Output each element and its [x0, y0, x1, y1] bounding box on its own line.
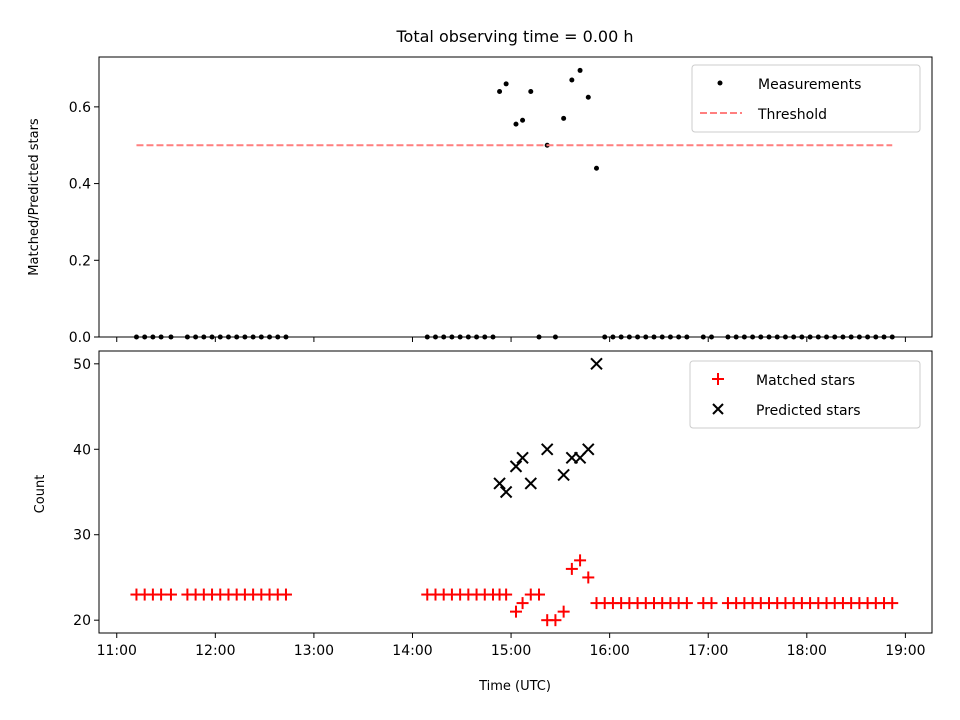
predicted-stars-point	[541, 443, 554, 456]
legend-matched-marker	[712, 373, 724, 385]
y-tick-label: 40	[73, 442, 91, 458]
x-tick-label: 17:00	[688, 643, 728, 659]
predicted-stars-point	[524, 477, 537, 490]
top-axes: 0.0 0.2 0.4 0.6 Matched/Predicted stars Mea…	[27, 56, 933, 346]
bottom-legend-box	[689, 360, 921, 429]
legend-measurements-label: Measurements	[758, 77, 861, 93]
legend-matched-label: Matched stars	[756, 373, 855, 389]
matched-stars-point	[680, 597, 693, 610]
bottom-axes: 20 30 40 50 11:00 12:00 13:00 14:00 15:00 16:00 1…	[33, 350, 933, 694]
matched-stars-point	[705, 597, 718, 610]
top-legend-box	[691, 64, 921, 133]
x-axis-label: Time (UTC)	[478, 679, 551, 694]
x-tick-label: 14:00	[392, 643, 432, 659]
chart-title: Total observing time = 0.00 h	[395, 27, 633, 46]
y-tick-label: 30	[73, 528, 91, 544]
predicted-stars-point	[509, 460, 523, 473]
predicted-stars-point	[499, 485, 513, 499]
predicted-stars-point	[516, 451, 529, 465]
matched-stars-point	[549, 614, 562, 627]
y-tick-label: 0.0	[69, 330, 91, 346]
matched-stars-point	[582, 571, 595, 584]
measurement-point	[577, 67, 583, 73]
measurement-point	[520, 117, 526, 123]
bottom-legend: Matched stars Predicted stars	[689, 360, 921, 429]
matched-stars-point	[164, 588, 177, 601]
matched-stars-point	[516, 597, 529, 610]
matched-stars-point	[886, 597, 899, 610]
y-tick-label: 20	[73, 613, 91, 629]
measurement-point	[513, 121, 519, 127]
predicted-stars-point	[493, 477, 506, 490]
top-axes-frame	[98, 56, 933, 338]
x-tick-label: 19:00	[885, 643, 925, 659]
x-tick-label: 13:00	[294, 643, 334, 659]
y-tick-label: 50	[73, 357, 91, 373]
measurement-point	[585, 94, 591, 100]
y-tick-label: 0.4	[69, 177, 91, 193]
predicted-stars-point	[557, 468, 570, 482]
legend-threshold-label: Threshold	[757, 107, 827, 123]
measurement-point	[528, 89, 534, 95]
x-tick-label: 18:00	[787, 643, 827, 659]
matched-stars-point	[500, 588, 513, 601]
top-legend: Measurements Threshold	[691, 64, 921, 133]
legend-predicted-label: Predicted stars	[756, 403, 861, 419]
measurement-point	[497, 89, 503, 95]
y-tick-label: 0.2	[69, 253, 91, 269]
measurement-point	[561, 115, 567, 121]
matched-stars-point	[565, 562, 578, 575]
x-tick-label: 11:00	[97, 643, 137, 659]
legend-predicted-marker	[712, 403, 724, 415]
bottom-y-axis-label: Count	[33, 475, 48, 514]
matched-stars-point	[532, 588, 545, 601]
matched-stars-point	[557, 605, 570, 618]
y-tick-label: 0.6	[69, 100, 91, 116]
predicted-stars-point	[582, 443, 595, 456]
matched-stars-point	[279, 588, 292, 601]
x-tick-label: 16:00	[589, 643, 629, 659]
predicted-stars-point	[590, 357, 603, 371]
measurement-point	[593, 165, 599, 171]
legend-measurements-marker	[717, 80, 723, 86]
matched-stars-point	[574, 554, 587, 567]
measurement-point	[503, 81, 509, 87]
top-y-axis-label: Matched/Predicted stars	[27, 118, 42, 276]
bottom-axes-frame	[98, 350, 933, 634]
x-tick-label: 15:00	[491, 643, 531, 659]
measurement-point	[569, 77, 575, 83]
x-tick-label: 12:00	[195, 643, 235, 659]
matched-stars-point	[509, 605, 522, 618]
